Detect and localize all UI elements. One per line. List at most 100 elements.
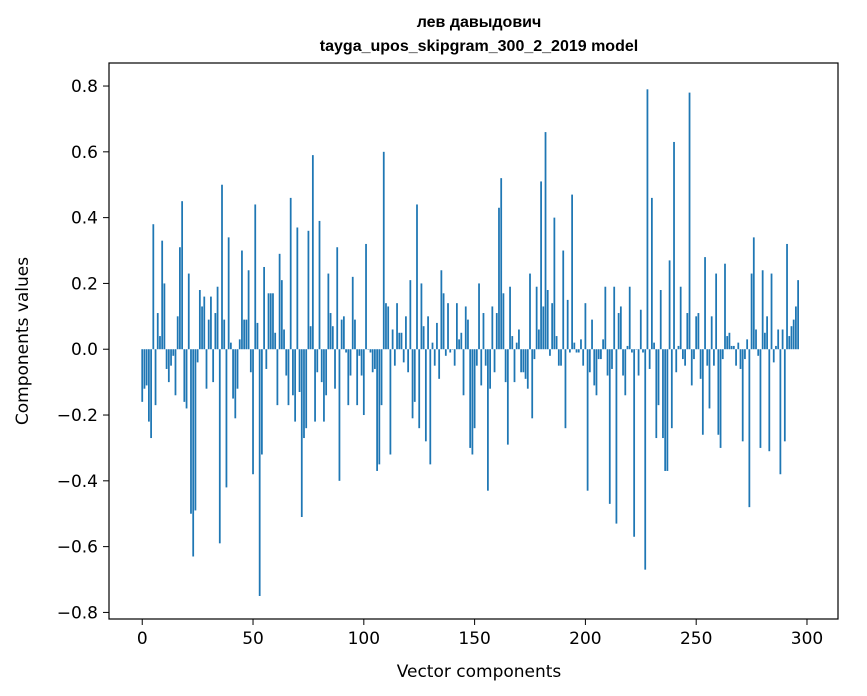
bar-188 [557, 349, 560, 366]
bar-228 [646, 89, 649, 350]
bar-103 [369, 349, 372, 353]
bar-263 [724, 263, 726, 350]
bar-70 [296, 227, 299, 350]
bar-198 [580, 339, 582, 350]
bar-283 [768, 349, 771, 452]
bar-40 [229, 342, 232, 350]
bar-218 [624, 349, 627, 396]
bar-243 [679, 286, 682, 350]
bar-184 [549, 349, 551, 356]
bar-152 [478, 283, 480, 350]
bar-109 [382, 151, 385, 350]
y-tick-label-7: 0.6 [71, 143, 98, 163]
y-tick-label-4: 0.0 [71, 340, 98, 360]
bar-120 [407, 349, 410, 373]
bar-75 [307, 230, 310, 350]
bar-146 [464, 306, 467, 350]
bar-61 [276, 349, 279, 406]
bar-44 [238, 339, 241, 350]
bar-172 [522, 349, 525, 373]
bar-289 [781, 329, 784, 350]
bar-213 [613, 286, 616, 350]
bar-83 [325, 349, 328, 396]
bar-58 [269, 293, 272, 350]
x-tick-label-200: 200 [569, 629, 601, 649]
bar-162 [500, 178, 503, 350]
bar-294 [792, 319, 795, 350]
bar-118 [402, 349, 405, 363]
bar-211 [608, 349, 611, 504]
bar-187 [555, 336, 558, 350]
bar-88 [336, 247, 339, 350]
bar-248 [690, 349, 693, 386]
bar-270 [739, 349, 742, 369]
bar-296 [797, 280, 799, 350]
bar-12 [167, 349, 170, 383]
bar-205 [595, 349, 598, 396]
bar-221 [631, 349, 633, 353]
bar-244 [682, 349, 684, 360]
bar-128 [424, 349, 427, 442]
bar-195 [573, 342, 576, 350]
y-axis-label: Components values [13, 257, 33, 425]
chart-title: лев давыдович [417, 14, 542, 31]
bar-284 [770, 273, 773, 350]
bar-13 [170, 349, 172, 366]
bar-264 [726, 336, 729, 350]
bar-136 [442, 293, 445, 350]
bar-261 [719, 349, 722, 448]
bar-168 [513, 349, 516, 383]
bar-183 [546, 290, 549, 350]
bar-151 [475, 349, 478, 366]
bar-55 [263, 266, 265, 350]
bar-18 [181, 201, 184, 350]
bar-167 [511, 336, 514, 350]
bar-24 [194, 349, 197, 511]
bar-114 [393, 349, 396, 366]
bar-150 [473, 349, 476, 429]
bar-130 [429, 349, 432, 465]
bar-17 [179, 247, 181, 350]
bar-32 [212, 349, 215, 383]
bar-52 [256, 322, 259, 350]
bar-159 [493, 349, 496, 373]
bar-224 [637, 349, 640, 376]
bar-145 [462, 349, 465, 396]
bar-225 [639, 309, 642, 350]
bar-194 [571, 194, 573, 350]
bar-43 [236, 349, 239, 389]
y-tick-label-1: −0.6 [57, 538, 98, 558]
bar-269 [737, 342, 740, 350]
bar-59 [272, 293, 274, 350]
bar-262 [721, 349, 724, 360]
bar-217 [622, 349, 624, 376]
bar-1 [143, 349, 146, 389]
bar-33 [214, 313, 217, 350]
bar-68 [292, 349, 294, 396]
bar-281 [763, 332, 766, 350]
bar-131 [431, 342, 434, 350]
bar-230 [650, 197, 653, 350]
bar-116 [398, 332, 401, 350]
bar-155 [484, 349, 487, 366]
bar-178 [535, 286, 538, 350]
bar-65 [285, 349, 288, 376]
bar-275 [750, 273, 753, 350]
bar-126 [420, 283, 423, 350]
bar-250 [695, 316, 698, 350]
bar-280 [761, 270, 764, 350]
bar-154 [482, 313, 485, 350]
x-tick-label-50: 50 [242, 629, 264, 649]
bar-137 [444, 349, 447, 356]
bar-110 [385, 303, 387, 350]
bar-164 [504, 349, 507, 383]
bar-226 [642, 349, 644, 353]
bar-285 [772, 349, 775, 363]
bar-9 [161, 240, 164, 350]
bar-288 [779, 349, 782, 475]
bar-268 [735, 349, 737, 366]
bar-121 [409, 280, 412, 350]
bar-234 [659, 290, 662, 350]
bar-241 [675, 349, 678, 373]
bar-93 [347, 349, 350, 406]
